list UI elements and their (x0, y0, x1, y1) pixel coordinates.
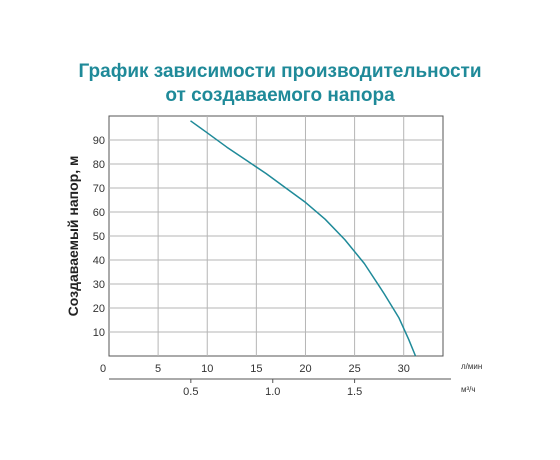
x-tick-label: 15 (250, 363, 262, 375)
x-tick-label: 30 (398, 363, 410, 375)
y-tick-label: 40 (93, 255, 105, 267)
grid (109, 116, 443, 356)
y-tick-label: 60 (93, 207, 105, 219)
x-tick-label: 10 (201, 363, 213, 375)
x-axis-m3h: 0.5 1.0 1.5 (183, 379, 362, 398)
x-axis-unit-m3h: м³/ч (461, 385, 476, 394)
x-axis-lmin: 0 5 10 15 20 25 30 (100, 363, 410, 375)
y-tick-label: 90 (93, 135, 105, 147)
chart-title-line2: от создаваемого напора (165, 85, 395, 106)
y-tick-label: 20 (93, 303, 105, 315)
x-tick-label: 5 (155, 363, 161, 375)
y-tick-label: 70 (93, 183, 105, 195)
y-tick-label: 10 (93, 327, 105, 339)
y-axis: 10 20 30 40 50 60 70 80 90 (93, 135, 105, 339)
x2-tick-label: 1.5 (347, 386, 362, 398)
chart-title-line1: График зависимости производительности (78, 61, 482, 82)
y-axis-label: Создаваемый напор, м (65, 156, 81, 317)
x2-tick-label: 1.0 (265, 386, 280, 398)
y-tick-label: 80 (93, 159, 105, 171)
x-axis-unit-lmin: л/мин (461, 362, 482, 371)
y-tick-label: 30 (93, 279, 105, 291)
x-tick-label: 20 (299, 363, 311, 375)
series-line (190, 120, 417, 357)
chart-title: График зависимости производительности от… (0, 60, 560, 108)
y-tick-label: 50 (93, 231, 105, 243)
x2-tick-label: 0.5 (183, 386, 198, 398)
x-tick-label: 25 (348, 363, 360, 375)
x-tick-label: 0 (100, 363, 106, 375)
